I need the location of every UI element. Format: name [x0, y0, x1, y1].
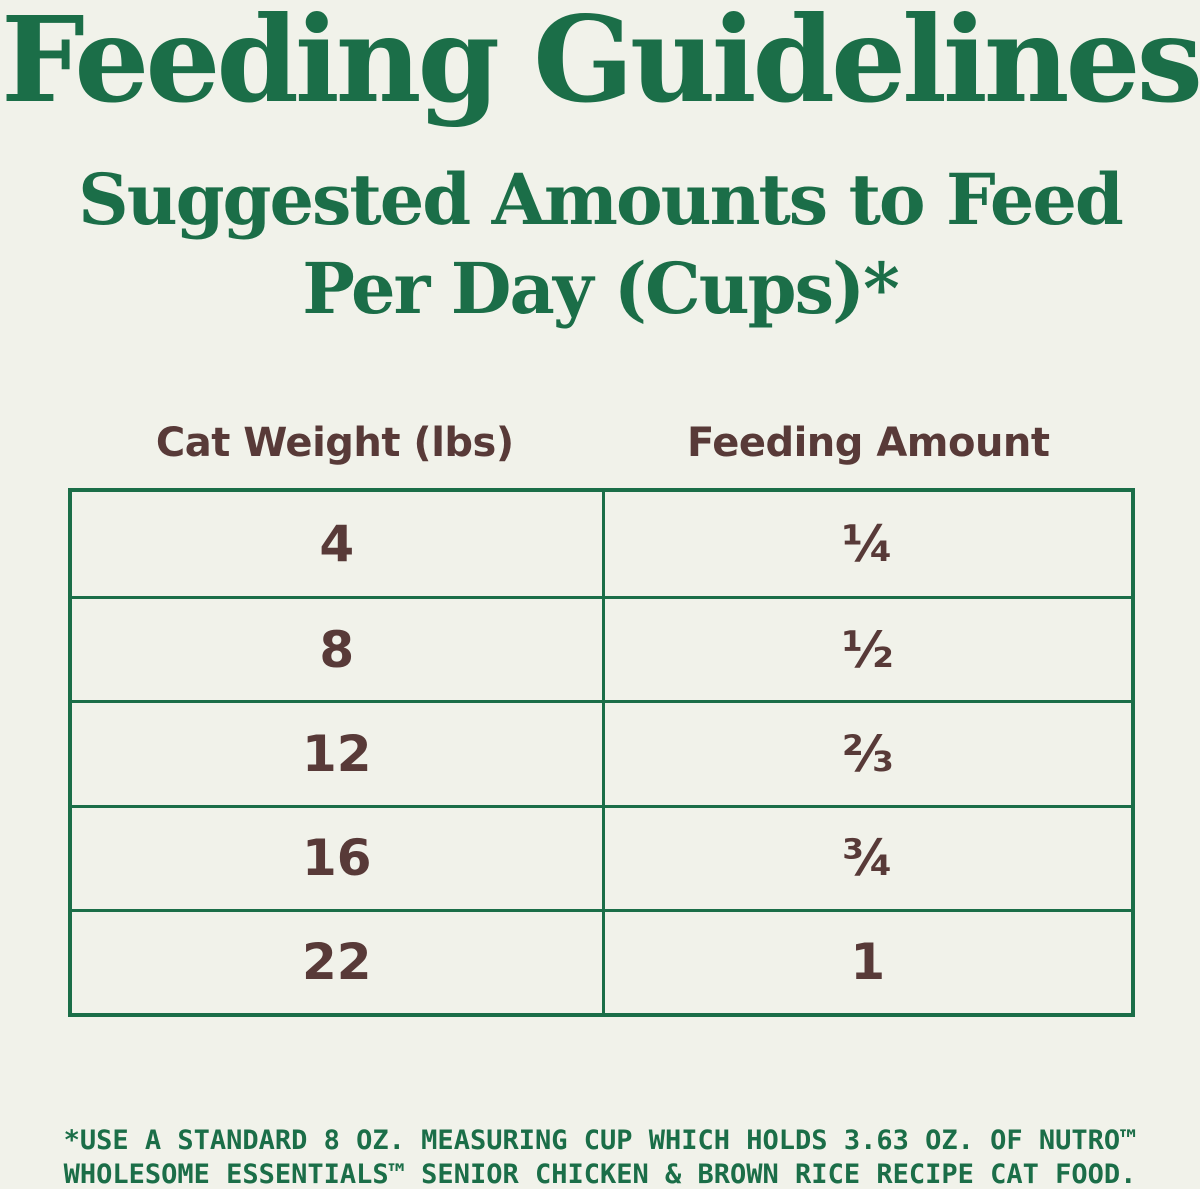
table-cell-weight: 12: [72, 700, 602, 804]
table-cell-weight: 22: [72, 908, 602, 1013]
page-title: Feeding Guidelines: [0, 0, 1200, 129]
table-cell-weight: 8: [72, 596, 602, 700]
table-cell-weight: 16: [72, 804, 602, 909]
table-column-headers: Cat Weight (lbs) Feeding Amount: [68, 410, 1135, 476]
table-cell-amount: 1: [601, 908, 1131, 1013]
feeding-table: 4 ¼ 8 ½ 12 ⅔ 16 ¾ 22 1: [68, 488, 1135, 1017]
subtitle-line-2: Per Day (Cups)*: [302, 247, 899, 330]
table-cell-weight: 4: [319, 515, 355, 574]
subtitle-line-1: Suggested Amounts to Feed: [78, 158, 1124, 241]
column-header-cat-weight: Cat Weight (lbs): [155, 420, 514, 466]
page-subtitle: Suggested Amounts to Feed Per Day (Cups)…: [0, 155, 1200, 333]
table-cell-amount: ⅔: [601, 700, 1131, 805]
table-cell-amount: ¾: [601, 804, 1131, 909]
footnote: *USE A STANDARD 8 OZ. MEASURING CUP WHIC…: [0, 1124, 1200, 1189]
column-header-feeding-amount: Feeding Amount: [686, 420, 1050, 466]
footnote-line-2: WHOLESOME ESSENTIALS™ SENIOR CHICKEN & B…: [63, 1159, 1137, 1189]
footnote-line-1: *USE A STANDARD 8 OZ. MEASURING CUP WHIC…: [63, 1125, 1137, 1156]
table-cell-amount: ½: [601, 596, 1131, 701]
table-cell-amount: ¼: [601, 492, 1132, 597]
